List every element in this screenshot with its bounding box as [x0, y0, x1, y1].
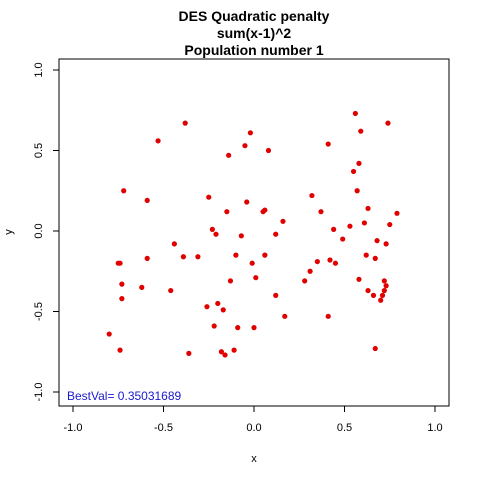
data-point — [356, 161, 361, 166]
y-tick-label: 0.5 — [33, 143, 45, 158]
data-point — [340, 236, 345, 241]
data-point — [172, 241, 177, 246]
data-point — [362, 220, 367, 225]
data-point — [119, 282, 124, 287]
data-point — [308, 269, 313, 274]
data-point — [244, 199, 249, 204]
data-point — [251, 325, 256, 330]
data-point — [333, 261, 338, 266]
x-tick-label: -1.0 — [64, 422, 83, 434]
data-point — [155, 138, 160, 143]
data-point — [145, 256, 150, 261]
data-point — [371, 293, 376, 298]
data-point — [353, 111, 358, 116]
data-point — [248, 130, 253, 135]
chart-title-line-2: sum(x-1)^2 — [217, 25, 292, 41]
data-point — [273, 293, 278, 298]
data-point — [228, 278, 233, 283]
x-tick-label: 0.5 — [337, 422, 352, 434]
data-point — [181, 254, 186, 259]
data-point — [318, 209, 323, 214]
data-point — [139, 285, 144, 290]
data-point — [117, 348, 122, 353]
y-tick-label: -0.5 — [33, 302, 45, 321]
data-point — [282, 314, 287, 319]
data-point — [309, 193, 314, 198]
data-point — [326, 141, 331, 146]
data-point — [280, 219, 285, 224]
data-point — [145, 198, 150, 203]
data-point — [107, 331, 112, 336]
x-tick-label: -0.5 — [154, 422, 173, 434]
data-point — [204, 304, 209, 309]
data-point — [382, 288, 387, 293]
x-tick-label: 0.0 — [246, 422, 261, 434]
data-point — [373, 346, 378, 351]
data-point — [183, 121, 188, 126]
data-point — [262, 207, 267, 212]
data-point — [231, 348, 236, 353]
data-point — [222, 352, 227, 357]
data-point — [215, 301, 220, 306]
y-tick-label: -1.0 — [33, 383, 45, 402]
best-value-annotation: BestVal= 0.35031689 — [67, 389, 182, 403]
y-axis-label: y — [3, 229, 15, 235]
data-point — [212, 323, 217, 328]
y-tick-label: 0.0 — [33, 223, 45, 238]
data-point — [273, 232, 278, 237]
data-point — [382, 278, 387, 283]
data-point — [206, 195, 211, 200]
data-point — [355, 188, 360, 193]
data-point — [224, 209, 229, 214]
data-point — [233, 253, 238, 258]
data-point — [168, 288, 173, 293]
data-point — [226, 153, 231, 158]
data-point — [239, 233, 244, 238]
data-point — [384, 241, 389, 246]
data-point — [210, 227, 215, 232]
data-point — [373, 256, 378, 261]
x-axis-label: x — [251, 453, 257, 465]
data-point — [394, 211, 399, 216]
data-point — [365, 206, 370, 211]
data-point — [347, 224, 352, 229]
data-point — [213, 232, 218, 237]
data-point — [119, 296, 124, 301]
data-point — [253, 275, 258, 280]
data-point — [266, 148, 271, 153]
data-point — [242, 143, 247, 148]
data-point — [365, 288, 370, 293]
data-point — [351, 169, 356, 174]
data-point — [384, 283, 389, 288]
data-point — [385, 121, 390, 126]
data-point — [302, 278, 307, 283]
data-point — [387, 222, 392, 227]
data-point — [374, 238, 379, 243]
data-point — [380, 293, 385, 298]
data-point — [250, 261, 255, 266]
chart-title-line-3: Population number 1 — [184, 42, 323, 58]
data-point — [221, 307, 226, 312]
data-point — [315, 259, 320, 264]
x-tick-label: 1.0 — [427, 422, 442, 434]
data-point — [262, 253, 267, 258]
data-point — [364, 253, 369, 258]
data-point — [121, 188, 126, 193]
data-point — [195, 254, 200, 259]
data-point — [331, 227, 336, 232]
y-tick-label: 1.0 — [33, 62, 45, 77]
data-point — [326, 314, 331, 319]
data-point — [356, 277, 361, 282]
data-point — [235, 325, 240, 330]
chart-title-line-1: DES Quadratic penalty — [179, 8, 330, 24]
data-point — [358, 129, 363, 134]
data-point — [186, 351, 191, 356]
data-point — [378, 298, 383, 303]
data-point — [117, 261, 122, 266]
data-point — [327, 257, 332, 262]
